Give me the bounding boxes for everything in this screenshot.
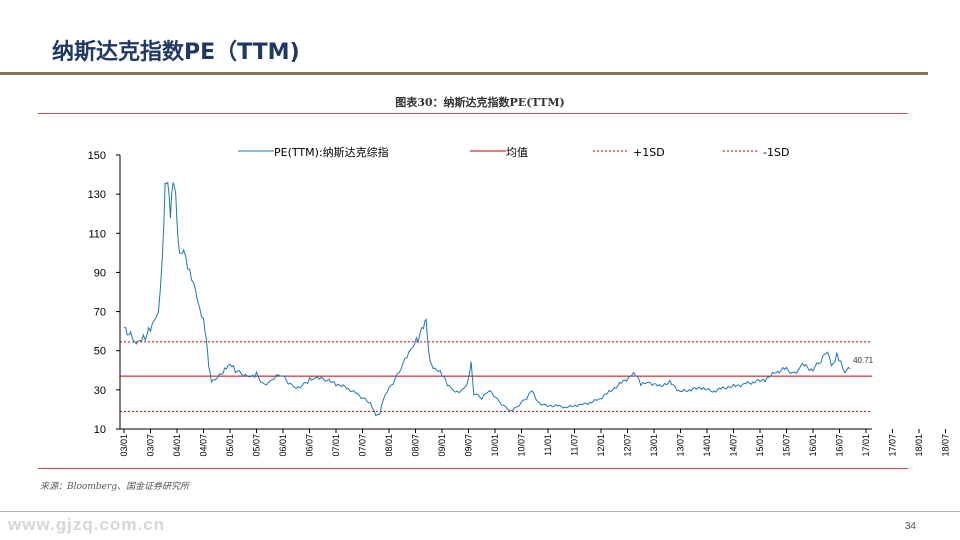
x-tick-label: 12/07 xyxy=(623,434,633,457)
x-tick-label: 04/07 xyxy=(199,434,209,457)
x-tick-label: 09/07 xyxy=(464,434,474,457)
x-tick-label: 05/07 xyxy=(252,434,262,457)
x-tick-label: 11/01 xyxy=(543,434,553,456)
x-tick-label: 04/01 xyxy=(172,434,182,457)
y-tick-label: 130 xyxy=(88,189,106,201)
footer-divider xyxy=(0,511,960,512)
reference-lines xyxy=(120,341,872,412)
x-tick-label: 12/01 xyxy=(596,434,606,457)
x-tick-label: 06/01 xyxy=(278,434,288,457)
x-tick-label: 08/07 xyxy=(411,434,421,457)
chart-bottom-divider xyxy=(38,468,908,469)
pe-series-line xyxy=(123,181,851,417)
legend-minus-1sd-label: -1SD xyxy=(763,146,789,159)
x-tick-label: 13/01 xyxy=(649,434,659,457)
chart-series: 40.71 xyxy=(123,181,874,417)
x-tick-label: 03/01 xyxy=(119,434,129,457)
y-tick-label: 10 xyxy=(94,424,106,436)
legend-plus-1sd-label: +1SD xyxy=(633,146,665,159)
x-tick-label: 15/07 xyxy=(782,434,792,457)
x-tick-label: 18/07 xyxy=(941,434,951,457)
watermark-logo: www.gjzq.com.cn xyxy=(8,515,165,534)
end-value-label: 40.71 xyxy=(853,356,874,365)
x-tick-label: 03/07 xyxy=(146,434,156,457)
x-tick-label: 15/01 xyxy=(755,434,765,457)
x-tick-label: 07/07 xyxy=(358,434,368,457)
x-tick-label: 10/07 xyxy=(517,434,527,457)
page-number: 34 xyxy=(904,521,916,532)
x-tick-label: 10/01 xyxy=(490,434,500,457)
chart-axes: 150 130 110 90 70 50 30 10 03/01 03/07 04/01 04/07 0… xyxy=(88,150,951,457)
x-tick-label: 06/07 xyxy=(305,434,315,457)
legend-mean-label: 均值 xyxy=(506,146,528,159)
source-note: 来源：Bloomberg、国金证券研究所 xyxy=(40,482,190,492)
x-tick-label: 16/07 xyxy=(835,434,845,457)
figure-caption: 图表30：纳斯达克指数PE(TTM) xyxy=(395,96,565,109)
x-tick-label: 16/01 xyxy=(808,434,818,457)
x-tick-label: 14/07 xyxy=(729,434,739,457)
y-tick-label: 30 xyxy=(94,385,106,397)
y-tick-label: 70 xyxy=(94,307,106,319)
chart-legend: PE(TTM):纳斯达克综指 均值 +1SD -1SD xyxy=(238,145,789,159)
x-tick-label: 09/01 xyxy=(437,434,447,457)
y-tick-label: 150 xyxy=(88,150,106,162)
x-tick-label: 05/01 xyxy=(225,434,235,457)
y-tick-label: 110 xyxy=(88,228,106,240)
x-tick-label: 17/01 xyxy=(861,434,871,457)
x-tick-label: 08/01 xyxy=(384,434,394,457)
x-tick-label: 13/07 xyxy=(676,434,686,457)
x-tick-label: 14/01 xyxy=(702,434,712,457)
x-tick-label: 17/07 xyxy=(888,434,898,457)
x-tick-label: 18/01 xyxy=(914,434,924,457)
y-tick-label: 90 xyxy=(94,267,106,279)
legend-pe-label: PE(TTM):纳斯达克综指 xyxy=(274,145,389,159)
title-divider xyxy=(0,72,928,75)
x-tick-label: 11/07 xyxy=(570,434,580,456)
caption-divider xyxy=(38,113,908,114)
y-tick-label: 50 xyxy=(94,346,106,358)
x-tick-label: 07/01 xyxy=(331,434,341,457)
page-title: 纳斯达克指数PE（TTM) xyxy=(52,40,300,65)
